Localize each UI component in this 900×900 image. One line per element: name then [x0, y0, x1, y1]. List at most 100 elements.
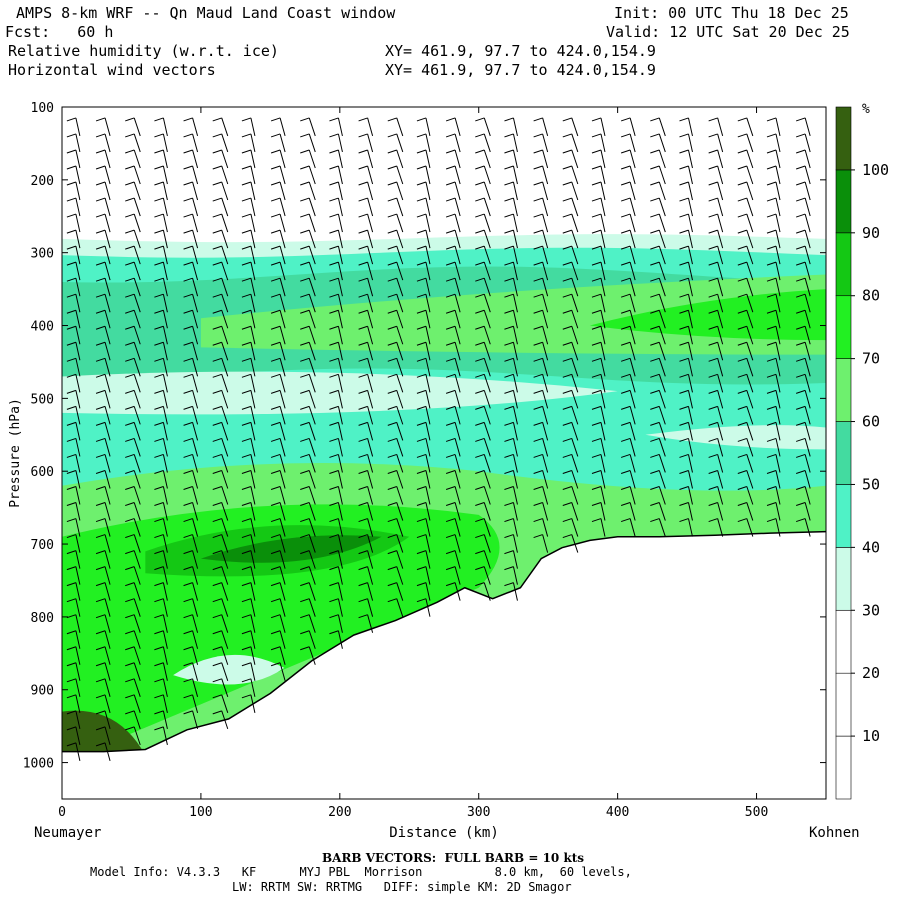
- wind-barb-flag: [270, 518, 281, 523]
- wind-barb-flag: [533, 373, 543, 378]
- wind-barb-shaft: [542, 342, 549, 361]
- wind-barb-shaft: [162, 502, 168, 521]
- wind-barb-flag: [183, 646, 193, 651]
- wind-barb-shaft: [221, 662, 229, 681]
- wind-barb-flag: [212, 229, 222, 234]
- wind-barb-shaft: [162, 518, 168, 537]
- wind-barb-shaft: [337, 518, 343, 537]
- wind-barb-shaft: [775, 422, 781, 441]
- wind-barb-shaft: [425, 229, 431, 249]
- wind-barb-flag: [95, 630, 106, 635]
- wind-barb-shaft: [221, 358, 229, 377]
- wind-barb-flag: [766, 325, 777, 330]
- wind-barb-shaft: [658, 229, 666, 249]
- wind-barb-flag: [125, 710, 135, 715]
- wind-barb-shaft: [104, 486, 111, 505]
- wind-barb-shaft: [133, 278, 141, 297]
- wind-barb-shaft: [337, 406, 343, 425]
- wind-barb-flag: [737, 165, 747, 170]
- wind-barb-shaft: [512, 229, 518, 249]
- wind-barb-shaft: [396, 422, 404, 441]
- wind-barb-flag: [125, 518, 135, 523]
- colorbar-swatch: [835, 295, 852, 359]
- wind-barb-shaft: [804, 342, 811, 361]
- wind-barb-shaft: [162, 662, 168, 681]
- wind-barb-shaft: [367, 438, 374, 457]
- wind-barb-flag: [737, 453, 747, 458]
- wind-barb-shaft: [337, 630, 343, 649]
- wind-barb-shaft: [542, 181, 549, 201]
- colorbar-label: 70: [862, 350, 880, 368]
- wind-barb-shaft: [454, 470, 461, 489]
- field-label-rh: Relative humidity (w.r.t. ice): [8, 42, 279, 60]
- wind-barb-shaft: [308, 374, 316, 393]
- wind-barb-flag: [241, 245, 252, 250]
- wind-barb-shaft: [308, 598, 316, 617]
- wind-barb-shaft: [804, 294, 811, 313]
- wind-barb-shaft: [629, 262, 636, 281]
- wind-barb-flag: [95, 373, 106, 378]
- wind-barb-flag: [504, 117, 514, 122]
- wind-barb-flag: [270, 229, 281, 234]
- wind-barb-shaft: [629, 213, 636, 233]
- wind-barb-shaft: [337, 342, 343, 361]
- wind-barb-shaft: [571, 342, 579, 361]
- wind-barb-flag: [241, 165, 252, 170]
- wind-barb-shaft: [279, 470, 286, 489]
- wind-barb-flag: [358, 373, 368, 378]
- wind-barb-shaft: [308, 518, 316, 537]
- wind-barb-shaft: [250, 229, 256, 249]
- wind-barb-flag: [358, 437, 368, 442]
- wind-barb-shaft: [804, 390, 811, 409]
- wind-barb-flag: [708, 245, 718, 250]
- y-tick-label: 800: [31, 611, 54, 626]
- wind-barb-shaft: [600, 518, 606, 537]
- wind-barb-shaft: [162, 262, 168, 281]
- wind-barb-flag: [154, 726, 164, 731]
- wind-barb-flag: [504, 197, 514, 202]
- wind-barb-flag: [95, 421, 106, 426]
- wind-barb-shaft: [600, 165, 606, 185]
- wind-barb-flag: [766, 117, 777, 122]
- wind-barb-shaft: [250, 470, 256, 489]
- wind-barb-flag: [125, 197, 135, 202]
- wind-barb-flag: [241, 630, 252, 635]
- wind-barb-flag: [358, 149, 368, 154]
- wind-barb-flag: [183, 277, 193, 282]
- wind-barb-shaft: [221, 229, 229, 249]
- wind-barb-flag: [183, 405, 193, 410]
- wind-barb-shaft: [104, 694, 111, 713]
- wind-barb-flag: [416, 550, 427, 555]
- wind-barb-flag: [212, 566, 222, 571]
- wind-barb-flag: [95, 550, 106, 555]
- wind-barb-shaft: [804, 518, 811, 537]
- physics-info: LW: RRTM SW: RRTMG DIFF: simple KM: 2D S…: [232, 880, 572, 894]
- wind-barb-flag: [212, 293, 222, 298]
- wind-barb-flag: [650, 277, 660, 282]
- wind-barb-shaft: [337, 486, 343, 505]
- wind-barb-flag: [650, 325, 660, 330]
- wind-barb-flag: [154, 309, 164, 314]
- wind-barb-shaft: [221, 342, 229, 361]
- wind-barb-flag: [66, 710, 77, 715]
- wind-barb-shaft: [454, 181, 461, 201]
- wind-barb-shaft: [454, 582, 461, 601]
- wind-barb-shaft: [308, 550, 316, 569]
- wind-barb-shaft: [717, 229, 724, 249]
- wind-barb-flag: [95, 245, 106, 250]
- wind-barb-shaft: [425, 278, 431, 297]
- wind-barb-shaft: [396, 342, 404, 361]
- wind-barb-flag: [125, 277, 135, 282]
- wind-barb-shaft: [804, 422, 811, 441]
- wind-barb-shaft: [717, 133, 724, 153]
- wind-barb-shaft: [104, 262, 111, 281]
- wind-barb-flag: [300, 518, 310, 523]
- wind-barb-shaft: [454, 262, 461, 281]
- wind-barb-shaft: [133, 310, 141, 329]
- wind-barb-flag: [66, 213, 77, 218]
- wind-barb-flag: [562, 437, 572, 442]
- wind-barb-flag: [212, 678, 222, 683]
- wind-barb-flag: [620, 453, 631, 458]
- wind-barb-flag: [766, 293, 777, 298]
- wind-barb-shaft: [75, 582, 81, 601]
